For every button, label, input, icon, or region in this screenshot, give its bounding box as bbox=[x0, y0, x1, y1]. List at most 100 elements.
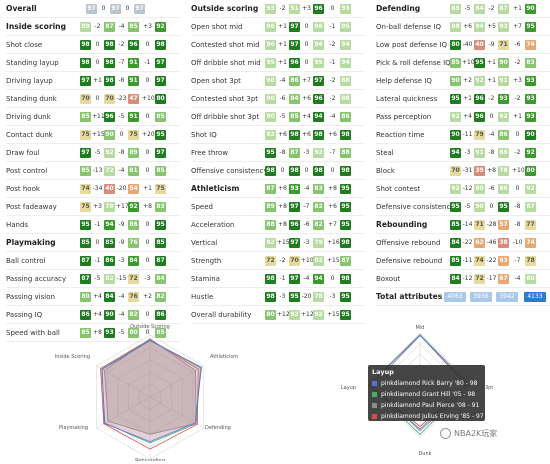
group-header: Total attributes 4063 3936 3942 4133 bbox=[376, 288, 550, 306]
rating-badge: 85 bbox=[80, 112, 91, 122]
rating-difference: 0 bbox=[95, 239, 100, 246]
rating-difference: 0 bbox=[125, 5, 130, 12]
attribute-label: Contested shot 3pt bbox=[191, 95, 259, 103]
attribute-row: Driving layup 97 +1 98 -6 91 0 97 bbox=[6, 72, 180, 90]
rating-badge: 80 bbox=[265, 310, 276, 320]
rating-badge: 90 bbox=[265, 76, 276, 86]
radar-axis-label: 3pt bbox=[485, 385, 493, 391]
rating-badge: 98 bbox=[104, 76, 115, 86]
rating-badge: 86 bbox=[104, 256, 115, 266]
rating-difference: +17 bbox=[116, 203, 129, 210]
attribute-row: Passing vision 80 +4 84 -4 76 +2 82 bbox=[6, 288, 180, 306]
rating-badge: 71 bbox=[474, 220, 485, 230]
rating-difference: -1 bbox=[94, 257, 101, 264]
attribute-label: Offensive rebound bbox=[376, 239, 441, 247]
attribute-row: Vertical 82 +15 97 -3 79 +16 98 bbox=[191, 234, 365, 252]
rating-difference: -1 bbox=[94, 221, 101, 228]
group-title: Defending bbox=[376, 4, 421, 13]
rating-difference: +10 bbox=[512, 167, 525, 174]
rating-badge: 93 bbox=[525, 94, 536, 104]
rating-difference: -3 bbox=[144, 275, 151, 282]
rating-badge: 83 bbox=[155, 202, 166, 212]
rating-difference: -13 bbox=[92, 167, 103, 174]
tooltip-item-text: pinkdiamond Rick Barry '80 - 98 bbox=[381, 380, 478, 387]
rating-badge: 92 bbox=[313, 148, 324, 158]
rating-badge: 87 bbox=[104, 22, 115, 32]
radar-axis-label: Defending bbox=[205, 425, 231, 431]
rating-badge: 95 bbox=[525, 22, 536, 32]
rating-badge: 84 bbox=[450, 274, 461, 284]
group-header: Inside scoring 89 -2 87 -4 85 +3 92 bbox=[6, 18, 180, 36]
rating-difference: 0 bbox=[145, 41, 150, 48]
rating-badge: 90 bbox=[450, 130, 461, 140]
rating-badge: 98 bbox=[104, 58, 115, 68]
rating-difference: -4 bbox=[118, 311, 125, 318]
rating-badge: 75 bbox=[80, 202, 91, 212]
rating-badge: 95 bbox=[80, 220, 91, 230]
rating-difference: -3 bbox=[464, 149, 471, 156]
attribute-label: Shot close bbox=[6, 41, 43, 49]
rating-badge: 67 bbox=[498, 274, 509, 284]
rating-badge: 98 bbox=[340, 274, 351, 284]
rating-difference: +6 bbox=[463, 23, 472, 30]
rating-difference: +12 bbox=[277, 311, 290, 318]
rating-difference: -6 bbox=[303, 221, 310, 228]
attribute-label: Free throw bbox=[191, 149, 228, 157]
rating-badge: 85 bbox=[80, 328, 91, 338]
rating-difference: +15 bbox=[327, 257, 340, 264]
rating-badge: 91 bbox=[289, 4, 300, 14]
group-header: Defending 89 -5 84 -2 87 +1 90 bbox=[376, 0, 550, 18]
rating-difference: +7 bbox=[302, 77, 311, 84]
rating-difference: -4 bbox=[118, 293, 125, 300]
rating-badge: 98 bbox=[265, 166, 276, 176]
rating-difference: -4 bbox=[514, 275, 521, 282]
rating-badge: 97 bbox=[289, 22, 300, 32]
attribute-column-1: Outside scoring 93 -2 91 +3 96 0 93 Open shot mi… bbox=[191, 0, 365, 324]
radar-axis-label: Rebounding bbox=[135, 458, 165, 461]
group-header: Rebounding 85 -14 71 -28 57 -8 77 bbox=[376, 216, 550, 234]
rating-badge: 94 bbox=[340, 40, 351, 50]
attribute-label: Open shot mid bbox=[191, 23, 243, 31]
radar-axis-line bbox=[96, 365, 151, 398]
rating-badge: 98 bbox=[289, 130, 300, 140]
attribute-label: Hustle bbox=[191, 293, 214, 301]
rating-difference: -2 bbox=[514, 59, 521, 66]
rating-difference: -12 bbox=[462, 275, 473, 282]
rating-badge: 96 bbox=[104, 112, 115, 122]
rating-badge: 96 bbox=[289, 58, 300, 68]
tooltip-item-text: pinkdiamond Paul Pierce '08 - 91 bbox=[381, 402, 480, 409]
rating-badge: 93 bbox=[525, 76, 536, 86]
radar-series-shape bbox=[103, 338, 197, 435]
rating-badge: 93 bbox=[498, 22, 509, 32]
rating-badge: 95 bbox=[474, 58, 485, 68]
rating-badge: 90 bbox=[525, 130, 536, 140]
rating-badge: 95 bbox=[340, 292, 351, 302]
rating-badge: 83 bbox=[525, 58, 536, 68]
rating-badge: 98 bbox=[340, 166, 351, 176]
rating-badge: 39 bbox=[474, 166, 485, 176]
rating-badge: 38 bbox=[498, 238, 509, 248]
rating-badge: 97 bbox=[313, 76, 324, 86]
rating-difference: +8 bbox=[278, 203, 287, 210]
rating-difference: +7 bbox=[513, 23, 522, 30]
rating-difference: 0 bbox=[95, 59, 100, 66]
rating-badge: 88 bbox=[340, 148, 351, 158]
rating-difference: +2 bbox=[463, 77, 472, 84]
rating-difference: -4 bbox=[118, 167, 125, 174]
radar-axis-label: Dunk bbox=[418, 451, 431, 457]
rating-badge: 86 bbox=[80, 310, 91, 320]
attribute-row: Acceleration 88 +8 96 -6 82 +7 95 bbox=[191, 216, 365, 234]
tooltip-item: pinkdiamond Grant Hill '05 - 98 bbox=[372, 389, 481, 400]
attribute-row: Steal 94 -3 91 -8 86 -2 92 bbox=[376, 144, 550, 162]
rating-badge: 97 bbox=[80, 148, 91, 158]
rating-difference: 0 bbox=[330, 167, 335, 174]
group-title: Total attributes bbox=[376, 292, 443, 301]
rating-badge: 80 bbox=[450, 40, 461, 50]
rating-badge: 88 bbox=[340, 94, 351, 104]
rating-difference: -10 bbox=[512, 239, 523, 246]
rating-badge: 95 bbox=[340, 22, 351, 32]
rating-badge: 93 bbox=[265, 4, 276, 14]
rating-difference: +4 bbox=[93, 293, 102, 300]
rating-difference: 0 bbox=[145, 257, 150, 264]
rating-difference: -2 bbox=[329, 95, 336, 102]
